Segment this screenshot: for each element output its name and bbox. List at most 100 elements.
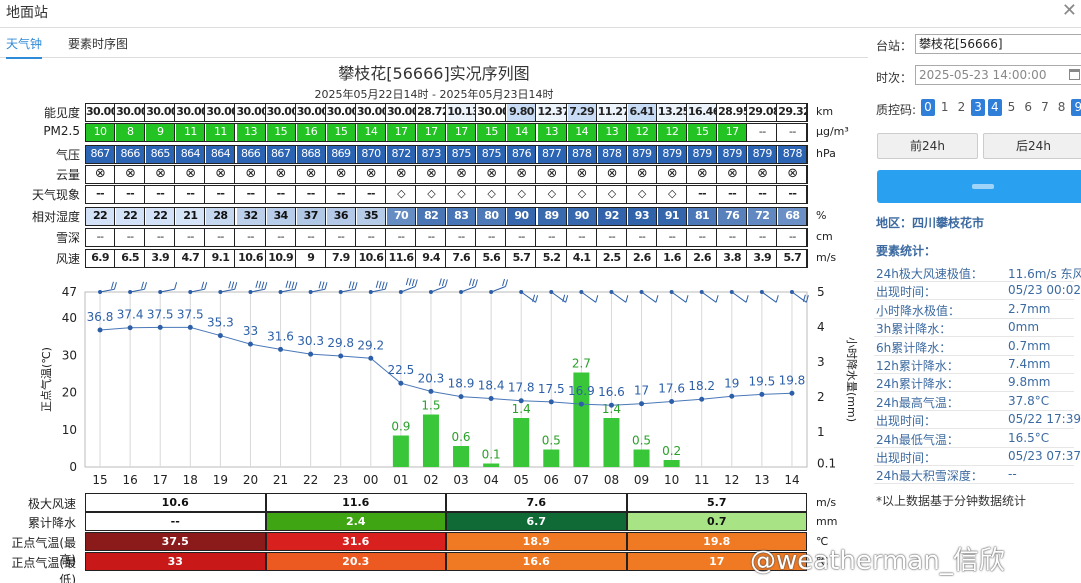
cell-visibility: 30.00 [387,104,417,121]
cell-pm25: 11 [206,124,236,141]
cell-pressure: 867 [86,146,116,163]
y-right-tick: 1 [817,425,825,439]
cell-snow-depth: -- [628,229,657,246]
next-24h-button[interactable]: 后24h [983,133,1081,159]
tab-element-series[interactable]: 要素时序图 [68,37,129,51]
cell-wind-speed: 4.1 [568,250,597,267]
cell-humidity: 28 [206,208,236,225]
cell-wind-speed: 5.7 [507,250,537,267]
temp-point [398,380,404,386]
cell-wind-speed: 5.7 [778,250,808,267]
cell-snow-depth: -- [447,229,477,246]
wind-barb-shaft [731,291,747,303]
cell-visibility: 28.95 [718,104,748,121]
qc-code-2[interactable]: 2 [957,100,966,114]
qc-label: 质控码: [876,103,917,117]
temp-label: 37.5 [177,307,204,321]
temp-point [127,325,133,331]
y-left-tick: 40 [62,311,77,325]
qc-code-4[interactable]: 4 [987,99,1002,116]
stat-value: 16.5°C [1008,430,1050,445]
cell-humidity: 82 [417,208,447,225]
cell-pressure: 878 [567,146,597,163]
bottom-unit-tmin: ℃ [816,555,829,568]
wind-barb-shaft [581,291,597,303]
wind-barb-flag [201,281,205,289]
wind-barb-flag [625,295,629,303]
cell-wind-speed: 2.5 [598,250,627,267]
cell-cloud: ⊗ [628,166,657,183]
row-frame-cloud [85,165,809,184]
cell-wind-speed: 10.9 [267,250,296,267]
x-tick: 03 [453,473,468,487]
close-icon[interactable]: ✕ [1061,0,1077,21]
cell-weather: -- [688,186,718,203]
wind-barb-flag [715,295,719,303]
stat-value: 37.8°C [1008,393,1050,408]
cell-wind-speed: 5.2 [538,250,567,267]
wind-barb-shaft [340,288,356,293]
temp-point [789,390,795,396]
cell-weather: ◇ [628,186,657,203]
qc-code-0[interactable]: 0 [921,99,935,116]
cell-pm25: 9 [146,124,176,141]
wind-barb-flag [565,295,569,303]
cell-snow-depth: -- [748,229,778,246]
cell-visibility: 6.41 [627,104,657,121]
stat-key: 24h最低气温： [876,432,959,447]
query-button[interactable] [877,170,1081,203]
cell-pm25: 14 [356,124,386,141]
temp-label: 20.3 [418,371,445,385]
cell-snow-depth: -- [267,229,296,246]
cell-visibility: 16.46 [688,104,718,121]
tab-weather-clock[interactable]: 天气钟 [6,35,43,59]
stat-separator [874,317,1074,319]
cell-pressure: 879 [627,146,657,163]
qc-code-9[interactable]: 9 [1071,99,1081,116]
row-frame-pm25 [85,123,809,142]
precip-bar [513,418,530,467]
y-right-tick: 5 [817,285,825,299]
qc-code-3[interactable]: 3 [971,99,986,116]
station-input[interactable]: 攀枝花[56666] [915,34,1081,54]
wind-barb-flag [291,281,295,289]
cell-cloud: ⊗ [387,166,417,183]
qc-code-8[interactable]: 8 [1057,100,1066,114]
qc-code-5[interactable]: 5 [1007,100,1016,114]
cell-pressure: 879 [657,146,687,163]
wind-barb-shaft [430,286,446,293]
cell-pm25: -- [778,124,808,141]
qc-code-7[interactable]: 7 [1041,100,1049,114]
wind-barb-shaft [310,288,326,293]
qc-code-6[interactable]: 6 [1024,100,1032,114]
x-tick: 08 [604,473,619,487]
temp-line [100,326,792,406]
wind-barb-flag [348,281,352,289]
temp-point [608,402,614,408]
time-input[interactable]: 2025-05-23 14:00:00 [915,65,1081,85]
calendar-icon[interactable] [1069,69,1080,80]
prev-24h-button[interactable]: 前24h [877,133,978,159]
row-label-pm25: PM2.5 [43,124,80,138]
cell-wind-speed: 2.6 [688,250,718,267]
temp-point [338,353,344,359]
wind-barb-shaft [460,286,476,293]
wind-barb-flag [324,282,328,290]
cell-pm25: 15 [477,124,507,141]
row-label-wind-speed: 风速 [55,252,80,266]
cell-weather: -- [267,186,296,203]
stat-separator [874,409,1074,411]
cell-visibility: 30.00 [266,104,296,121]
qc-code-1[interactable]: 1 [940,100,949,114]
cell-snow-depth: -- [237,229,266,246]
y-right-label: 小时降水量(mm) [845,337,859,422]
x-tick: 11 [694,473,709,487]
precip-label: 1.5 [421,399,440,413]
wind-barb-flag [438,278,442,286]
cell-pressure: 867 [266,146,296,163]
stat-value: 2.7mm [1008,301,1051,316]
x-tick: 12 [724,473,739,487]
cell-weather: -- [146,186,176,203]
temp-point [308,351,314,357]
cell-wind-speed: 7.9 [327,250,356,267]
